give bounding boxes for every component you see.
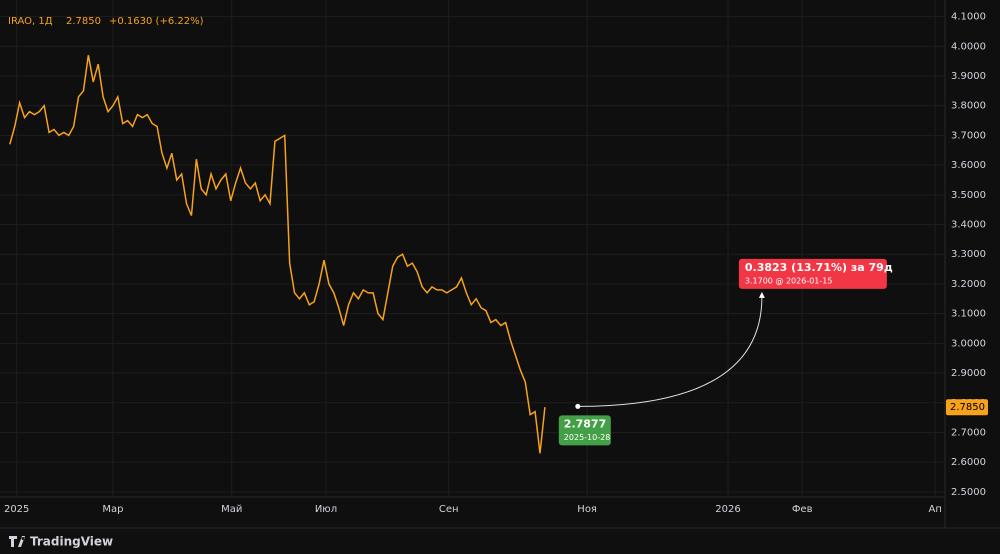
y-tick-label: 2.7000 bbox=[951, 427, 986, 438]
y-tick-label: 4.0000 bbox=[951, 41, 986, 52]
logo-icon bbox=[9, 536, 25, 547]
start-badge bbox=[558, 415, 611, 446]
plot bbox=[9, 55, 546, 454]
y-tick-label: 3.2000 bbox=[951, 279, 986, 290]
projection-end bbox=[758, 291, 765, 298]
x-tick-label: Сен bbox=[439, 504, 459, 515]
y-tick-label: 2.6000 bbox=[951, 457, 986, 468]
brand-name: TradingView bbox=[30, 535, 113, 549]
y-tick-label: 4.1000 bbox=[951, 12, 986, 23]
last-price-label: 2.7850 bbox=[950, 402, 985, 413]
y-tick-label: 3.0000 bbox=[951, 338, 986, 349]
symbol: IRAO, 1Д bbox=[8, 16, 53, 27]
start-price: 2.7877 bbox=[564, 417, 606, 430]
y-tick-label: 3.7000 bbox=[951, 130, 986, 141]
price-line bbox=[9, 55, 546, 454]
y-tick-label: 3.3000 bbox=[951, 249, 986, 260]
projection-start bbox=[575, 403, 581, 409]
end-detail: 3.1700 @ 2026-01-15 bbox=[745, 276, 833, 285]
x-tick-label: Мар bbox=[102, 504, 123, 515]
end-change: 0.3823 (13.71%) за 79д bbox=[745, 261, 893, 274]
header-price: 2.7850 bbox=[66, 16, 101, 27]
x-tick-label: 2026 bbox=[715, 504, 740, 515]
x-tick-label: Ноя bbox=[577, 504, 597, 515]
start-date: 2025-10-28 bbox=[564, 433, 611, 442]
y-tick-label: 3.9000 bbox=[951, 71, 986, 82]
x-tick-label: Июл bbox=[315, 504, 337, 515]
x-tick-label: Май bbox=[221, 504, 242, 515]
y-tick-label: 3.4000 bbox=[951, 220, 986, 231]
brand-logo: TradingView bbox=[9, 535, 113, 549]
y-tick-label: 3.1000 bbox=[951, 309, 986, 320]
last-price-tag bbox=[946, 399, 988, 416]
y-tick-label: 3.5000 bbox=[951, 190, 986, 201]
projection-curve bbox=[577, 296, 763, 407]
x-tick-label: Фев bbox=[792, 504, 813, 515]
x-tick-label: Ап bbox=[928, 504, 941, 515]
end-badge bbox=[738, 258, 887, 289]
y-tick-label: 2.9000 bbox=[951, 368, 986, 379]
header-change: +0.1630 (+6.22%) bbox=[109, 16, 204, 27]
y-tick-label: 3.8000 bbox=[951, 101, 986, 112]
y-tick-label: 2.5000 bbox=[951, 487, 986, 498]
y-tick-label: 3.6000 bbox=[951, 160, 986, 171]
x-tick-label: 2025 bbox=[4, 504, 29, 515]
